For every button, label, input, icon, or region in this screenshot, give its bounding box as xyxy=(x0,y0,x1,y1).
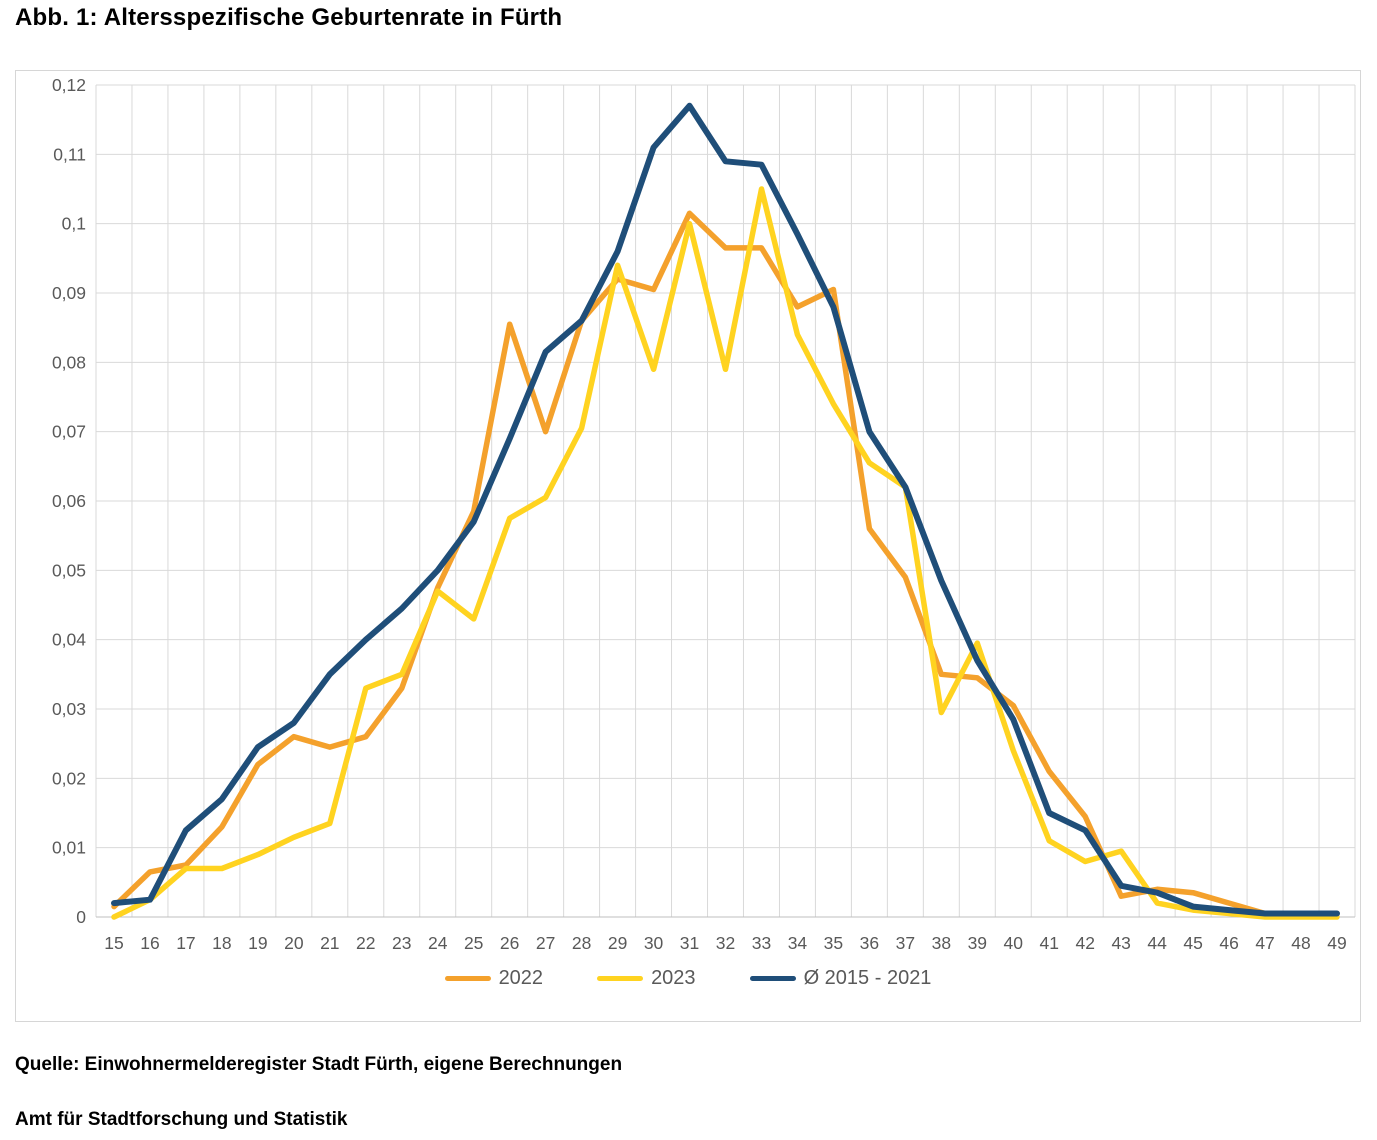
x-axis-tick-label: 27 xyxy=(536,933,555,953)
y-axis-tick-label: 0,01 xyxy=(52,838,86,858)
y-axis-tick-label: 0,12 xyxy=(52,75,86,95)
y-axis-tick-label: 0,11 xyxy=(53,144,86,164)
x-axis-tick-label: 40 xyxy=(1004,933,1024,953)
y-axis-tick-label: 0,03 xyxy=(52,699,86,719)
x-axis-tick-label: 46 xyxy=(1219,933,1238,953)
x-axis-tick-label: 20 xyxy=(284,933,304,953)
x-axis-tick-label: 26 xyxy=(500,933,519,953)
line-chart: 0 0,01 0,02 0,03 0,04 0,05 0,06 0,07 0,08 0,09 0,1… xyxy=(52,75,1356,953)
x-axis-tick-label: 19 xyxy=(248,933,267,953)
series-line-2022 xyxy=(111,210,1340,917)
x-axis-tick-label: 17 xyxy=(176,933,195,953)
legend-label-2022: 2022 xyxy=(498,967,544,989)
y-axis-tick-label: 0 xyxy=(76,907,86,927)
y-axis-tick-label: 0,04 xyxy=(52,630,86,650)
x-axis-tick-label: 43 xyxy=(1111,933,1130,953)
x-axis-tick-label: 39 xyxy=(968,933,987,953)
x-axis-tick-label: 45 xyxy=(1183,933,1202,953)
x-axis-tick-label: 29 xyxy=(608,933,627,953)
x-axis-tick-label: 41 xyxy=(1040,933,1059,953)
legend-item-2023: 2023 xyxy=(597,967,696,990)
x-axis-tick-label: 18 xyxy=(212,933,231,953)
y-axis-tick-label: 0,07 xyxy=(52,422,86,442)
y-axis-tick-label: 0,09 xyxy=(52,283,86,303)
chart-legend: 2022 2023 Ø 2015 - 2021 xyxy=(16,967,1360,990)
x-axis-tick-label: 49 xyxy=(1327,933,1346,953)
x-axis-tick-label: 33 xyxy=(752,933,771,953)
x-axis-tick-label: 48 xyxy=(1291,933,1310,953)
source-line-2: Amt für Stadtforschung und Statistik xyxy=(15,1109,348,1130)
series-line-avg-2015-2021 xyxy=(111,102,1340,917)
x-axis-tick-label: 15 xyxy=(104,933,123,953)
x-axis-tick-label: 31 xyxy=(680,933,699,953)
y-axis-tick-label: 0,1 xyxy=(62,214,86,234)
x-axis-tick-label: 34 xyxy=(788,933,808,953)
legend-item-avg-2015-2021: Ø 2015 - 2021 xyxy=(749,967,932,990)
page-title: Abb. 1: Altersspezifische Geburtenrate i… xyxy=(15,4,563,31)
x-axis-tick-label: 38 xyxy=(932,933,951,953)
x-axis-tick-label: 30 xyxy=(644,933,664,953)
x-axis-tick-label: 44 xyxy=(1147,933,1167,953)
x-axis-tick-label: 16 xyxy=(140,933,159,953)
y-axis-tick-label: 0,02 xyxy=(52,768,86,788)
y-axis-tick-label: 0,05 xyxy=(52,560,86,580)
legend-item-2022: 2022 xyxy=(444,967,544,990)
x-axis-tick-label: 28 xyxy=(572,933,591,953)
x-axis-tick-label: 21 xyxy=(320,933,339,953)
x-axis-tick-label: 22 xyxy=(356,933,375,953)
x-axis-tick-label: 35 xyxy=(824,933,843,953)
legend-label-avg-2015-2021: Ø 2015 - 2021 xyxy=(803,967,932,989)
legend-swatch-2023 xyxy=(597,976,644,981)
x-axis-tick-label: 24 xyxy=(428,933,448,953)
legend-swatch-avg-2015-2021 xyxy=(749,976,796,981)
legend-label-2023: 2023 xyxy=(651,967,696,989)
x-axis-tick-label: 32 xyxy=(716,933,735,953)
source-line-1: Quelle: Einwohnermelderegister Stadt Für… xyxy=(15,1054,623,1075)
x-axis-tick-label: 42 xyxy=(1075,933,1094,953)
y-axis-tick-label: 0,08 xyxy=(52,352,86,372)
y-axis-tick-label: 0,06 xyxy=(52,491,86,511)
x-axis-tick-label: 25 xyxy=(464,933,483,953)
x-axis-tick-label: 37 xyxy=(896,933,915,953)
chart-frame: 0 0,01 0,02 0,03 0,04 0,05 0,06 0,07 0,08 0,09 0,1… xyxy=(15,70,1361,1022)
x-axis-tick-label: 47 xyxy=(1255,933,1274,953)
legend-swatch-2022 xyxy=(444,976,491,981)
x-axis-tick-label: 23 xyxy=(392,933,411,953)
x-axis-tick-label: 36 xyxy=(860,933,879,953)
series-line-2023 xyxy=(111,186,1340,920)
